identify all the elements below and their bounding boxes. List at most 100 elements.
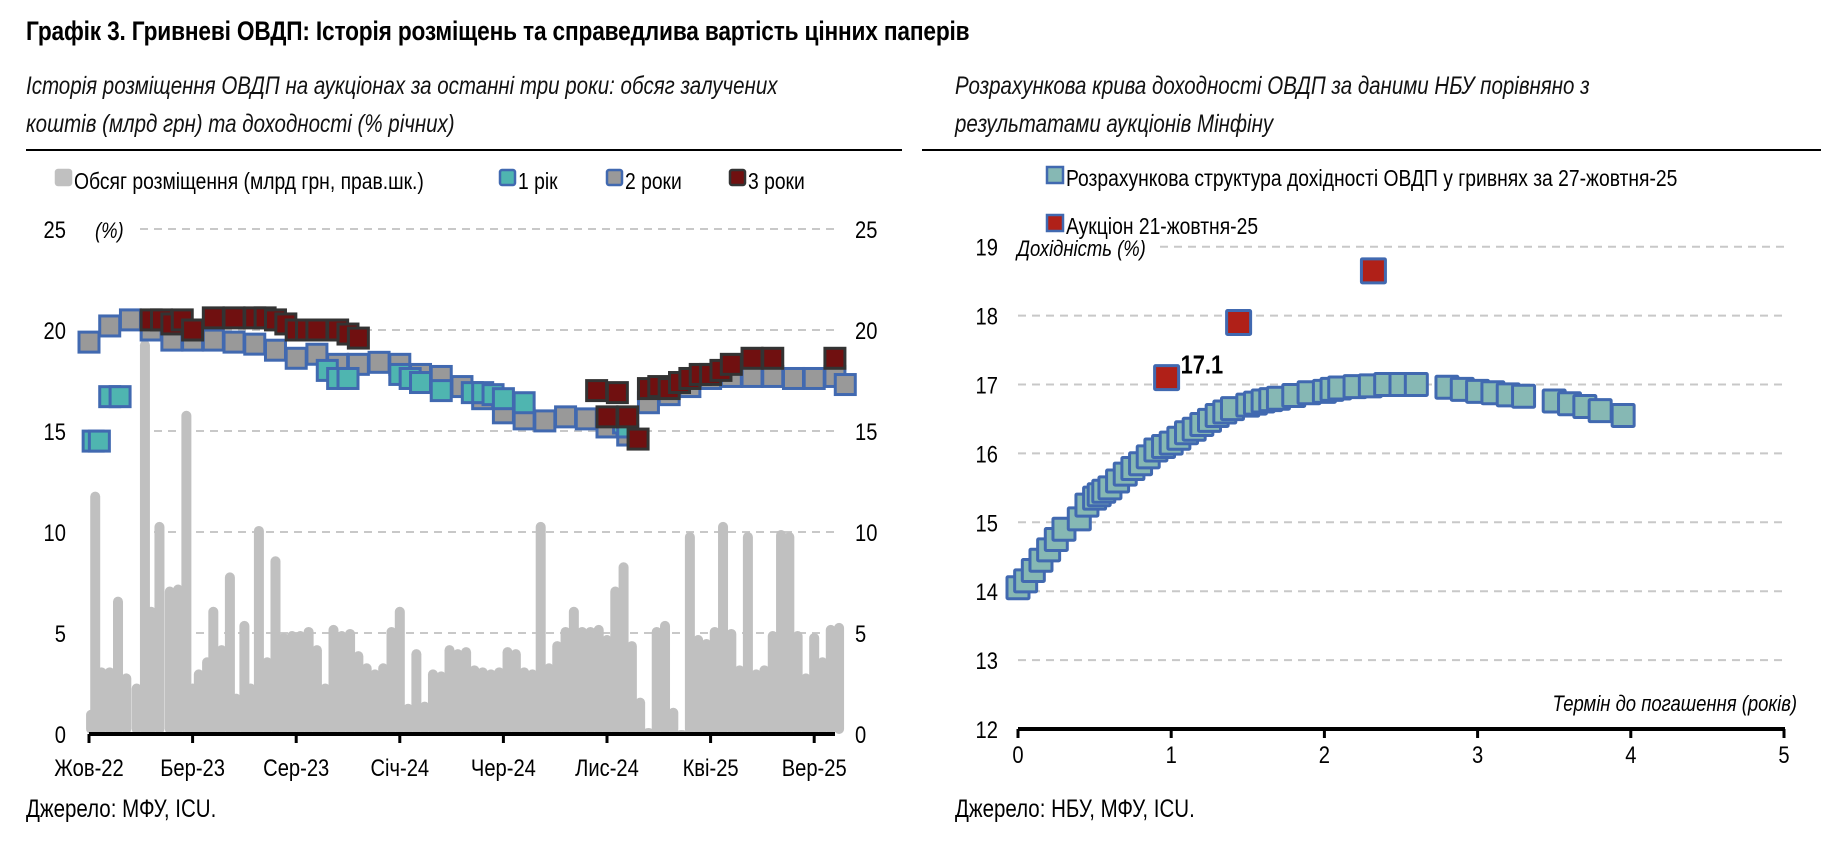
right-x-tick-label: 1 bbox=[1166, 741, 1177, 768]
legend-swatch-auction bbox=[1045, 213, 1065, 233]
left-x-tick-label: Вер-25 bbox=[782, 754, 847, 781]
curve-point bbox=[1610, 403, 1636, 429]
auction-point bbox=[1359, 257, 1387, 285]
right-y-axis-label: Дохідність (%) bbox=[1015, 238, 1146, 262]
left-x-tick-label: Чер-24 bbox=[471, 754, 536, 781]
volume-bar bbox=[834, 622, 845, 734]
yield-point-1-рік bbox=[87, 429, 111, 453]
right-x-tick-label: 3 bbox=[1472, 741, 1483, 768]
volume-bar bbox=[320, 683, 331, 734]
left-y-tick-label: 25 bbox=[44, 216, 66, 243]
volume-bar bbox=[693, 635, 704, 734]
left-subtitle-line1: Історія розміщення ОВДП на аукціонах за … bbox=[26, 72, 778, 100]
yield-point-3-роки bbox=[626, 427, 650, 451]
volume-bar bbox=[635, 697, 646, 734]
right-y2-tick-label: 25 bbox=[855, 216, 877, 243]
yield-point-3-роки bbox=[605, 381, 629, 405]
volume-bar bbox=[461, 647, 472, 734]
volume-bar bbox=[660, 620, 671, 734]
volume-bar bbox=[146, 606, 157, 734]
right-x-axis-label: Термін до погашення (років) bbox=[1553, 693, 1797, 717]
right-y2-tick-label: 15 bbox=[855, 418, 877, 445]
volume-bar bbox=[253, 525, 264, 734]
volume-bar bbox=[519, 667, 530, 734]
volume-bar bbox=[684, 532, 695, 734]
volume-bar bbox=[369, 669, 380, 734]
volume-bar bbox=[245, 683, 256, 734]
right-y2-tick-label: 10 bbox=[855, 519, 877, 546]
volume-bar bbox=[386, 626, 397, 734]
left-legend: Обсяг розміщення (млрд грн, прав.шк.) 1 р… bbox=[54, 168, 805, 195]
legend-label: Обсяг розміщення (млрд грн, прав.шк.) bbox=[74, 170, 424, 195]
right-y-tick-label: 12 bbox=[976, 716, 998, 743]
volume-bar bbox=[485, 669, 496, 734]
legend-label: 2 роки bbox=[625, 170, 682, 195]
volume-bar bbox=[208, 606, 219, 734]
right-source: Джерело: НБУ, МФУ, ICU. bbox=[955, 795, 1195, 823]
left-y-tick-label: 0 bbox=[55, 721, 66, 748]
volume-bar bbox=[131, 683, 142, 734]
yield-point-3-роки bbox=[181, 318, 205, 342]
volume-bar bbox=[113, 596, 124, 734]
volume-bar bbox=[718, 521, 729, 734]
yield-point-3-роки bbox=[761, 346, 785, 370]
auction-data-label: 17.1 bbox=[1181, 351, 1223, 380]
volume-bar bbox=[328, 624, 339, 734]
volume-bar bbox=[577, 626, 588, 734]
volume-bar bbox=[668, 707, 679, 734]
right-divider bbox=[922, 149, 1821, 151]
volume-bar bbox=[311, 645, 322, 734]
volume-bar bbox=[535, 521, 546, 734]
volume-bar bbox=[173, 584, 184, 734]
volume-bar bbox=[560, 626, 571, 734]
volume-bar bbox=[278, 633, 289, 734]
volume-bar bbox=[104, 667, 115, 734]
volume-bar bbox=[193, 669, 204, 734]
yield-point-2-роки bbox=[833, 373, 857, 397]
legend-label-curve: Розрахункова структура дохідності ОВДП у… bbox=[1066, 167, 1677, 192]
right-y-tick-label: 13 bbox=[976, 647, 998, 674]
volume-bar bbox=[181, 410, 192, 734]
volume-bar bbox=[436, 671, 447, 734]
volume-bar bbox=[543, 663, 554, 734]
volume-bar bbox=[444, 645, 455, 734]
yield-point-2-роки bbox=[77, 330, 101, 354]
volume-bar bbox=[602, 635, 612, 734]
volume-bar bbox=[270, 556, 281, 734]
right-subtitle-line2: результатами аукціонів Мінфіну bbox=[955, 110, 1274, 138]
legend-swatch bbox=[605, 168, 624, 187]
volume-bar bbox=[121, 673, 132, 734]
legend-label-auction: Аукціон 21-жовтня-25 bbox=[1066, 215, 1258, 240]
left-y-tick-label: 15 bbox=[44, 418, 66, 445]
right-y-tick-label: 19 bbox=[976, 234, 998, 261]
volume-bar bbox=[593, 624, 604, 734]
volume-bar bbox=[792, 630, 803, 734]
right-y-tick-label: 14 bbox=[976, 579, 998, 606]
auction-point bbox=[1225, 308, 1253, 336]
left-axes: 0 0 5 5 10 10 15 15 20 20 25 25 (%) Жов-22 Бер-23 Сер-2… bbox=[44, 216, 878, 781]
volume-bar bbox=[502, 647, 513, 734]
volume-bar bbox=[809, 633, 820, 734]
volume-bar bbox=[751, 669, 762, 734]
volume-bar bbox=[618, 562, 629, 734]
left-x-tick-label: Жов-22 bbox=[54, 754, 123, 781]
volume-bar bbox=[403, 703, 414, 734]
volume-bar bbox=[216, 645, 227, 734]
right-legend: Розрахункова структура дохідності ОВДП у… bbox=[1045, 165, 1677, 240]
yield-point-3-роки bbox=[346, 326, 370, 350]
volume-bar bbox=[701, 639, 712, 734]
volume-bar bbox=[552, 641, 563, 734]
legend-swatch bbox=[728, 168, 747, 187]
volume-bar bbox=[568, 606, 579, 734]
volume-bar bbox=[776, 529, 787, 734]
volume-bar bbox=[345, 628, 356, 734]
left-x-tick-label: Сер-23 bbox=[263, 754, 329, 781]
volume-bar bbox=[378, 663, 389, 734]
volume-bar bbox=[96, 667, 107, 734]
volume-bar bbox=[469, 665, 480, 734]
volume-bar bbox=[477, 667, 488, 734]
volume-bar bbox=[164, 586, 175, 734]
right-y-tick-label: 17 bbox=[976, 372, 998, 399]
volume-bar bbox=[361, 663, 372, 734]
